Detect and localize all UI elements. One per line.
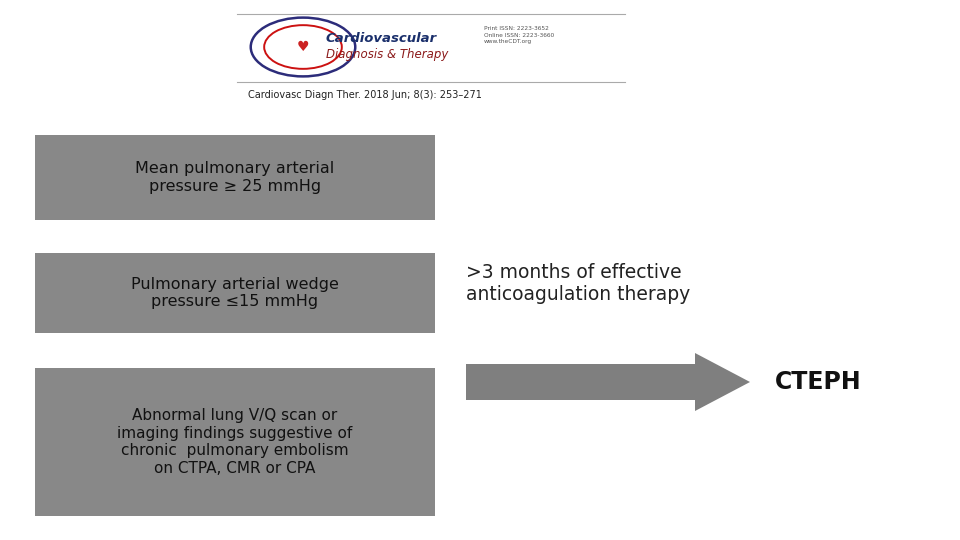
Text: Pulmonary arterial wedge
pressure ≤15 mmHg: Pulmonary arterial wedge pressure ≤15 mm… bbox=[132, 277, 339, 309]
FancyBboxPatch shape bbox=[35, 135, 435, 220]
Text: >3 months of effective
anticoagulation therapy: >3 months of effective anticoagulation t… bbox=[466, 263, 690, 304]
Text: CTEPH: CTEPH bbox=[775, 370, 862, 394]
Text: Print ISSN: 2223-3652
Online ISSN: 2223-3660
www.theCDT.org: Print ISSN: 2223-3652 Online ISSN: 2223-… bbox=[484, 26, 554, 44]
Text: Abnormal lung V/Q scan or
imaging findings suggestive of
chronic  pulmonary embo: Abnormal lung V/Q scan or imaging findin… bbox=[117, 408, 352, 476]
FancyBboxPatch shape bbox=[35, 368, 435, 516]
Text: Mean pulmonary arterial
pressure ≥ 25 mmHg: Mean pulmonary arterial pressure ≥ 25 mm… bbox=[135, 161, 335, 194]
Text: Cardiovasc Diagn Ther. 2018 Jun; 8(3): 253–271: Cardiovasc Diagn Ther. 2018 Jun; 8(3): 2… bbox=[248, 90, 482, 100]
Text: Diagnosis & Therapy: Diagnosis & Therapy bbox=[326, 48, 448, 61]
Polygon shape bbox=[466, 353, 750, 411]
FancyBboxPatch shape bbox=[35, 253, 435, 333]
Text: Cardiovascular: Cardiovascular bbox=[326, 32, 437, 45]
Text: ♥: ♥ bbox=[297, 40, 309, 54]
